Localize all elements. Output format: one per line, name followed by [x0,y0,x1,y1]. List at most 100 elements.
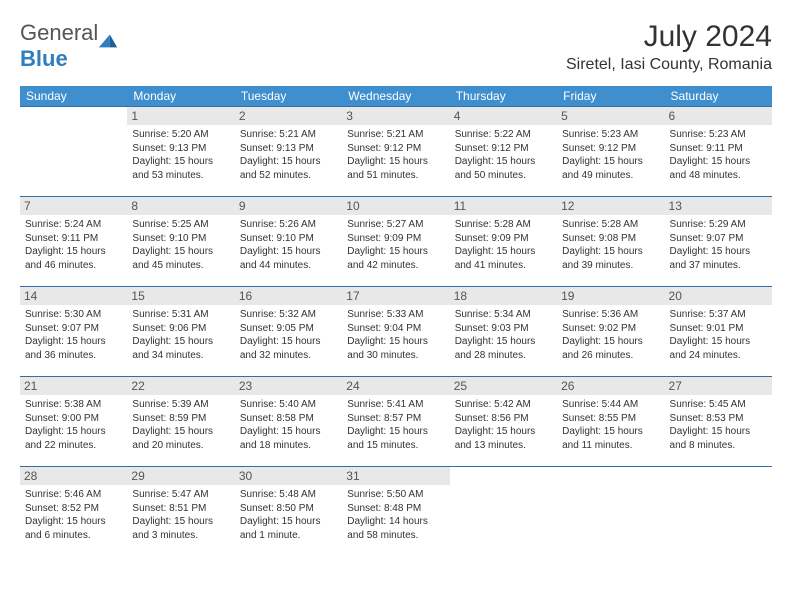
day-info: Sunrise: 5:31 AMSunset: 9:06 PMDaylight:… [132,308,229,362]
day-number: 2 [235,107,342,125]
location: Siretel, Iasi County, Romania [566,56,772,74]
header: General Blue July 2024 Siretel, Iasi Cou… [20,20,772,74]
day-number: 31 [342,467,449,485]
calendar-cell: 14 Sunrise: 5:30 AMSunset: 9:07 PMDayligh… [20,287,127,377]
calendar-cell: 2 Sunrise: 5:21 AMSunset: 9:13 PMDaylight… [235,107,342,197]
day-number: 25 [450,377,557,395]
day-number: 14 [20,287,127,305]
day-info: Sunrise: 5:27 AMSunset: 9:09 PMDaylight:… [347,218,444,272]
day-number: 4 [450,107,557,125]
day-header: Monday [127,86,234,107]
day-info: Sunrise: 5:37 AMSunset: 9:01 PMDaylight:… [670,308,767,362]
day-info: Sunrise: 5:24 AMSunset: 9:11 PMDaylight:… [25,218,122,272]
calendar-cell: 13 Sunrise: 5:29 AMSunset: 9:07 PMDayligh… [665,197,772,287]
day-info: Sunrise: 5:25 AMSunset: 9:10 PMDaylight:… [132,218,229,272]
calendar-cell-empty [665,467,772,557]
day-number: 11 [450,197,557,215]
day-info: Sunrise: 5:36 AMSunset: 9:02 PMDaylight:… [562,308,659,362]
day-header: Wednesday [342,86,449,107]
day-info: Sunrise: 5:33 AMSunset: 9:04 PMDaylight:… [347,308,444,362]
day-info: Sunrise: 5:23 AMSunset: 9:11 PMDaylight:… [670,128,767,182]
day-number: 1 [127,107,234,125]
day-info: Sunrise: 5:34 AMSunset: 9:03 PMDaylight:… [455,308,552,362]
day-info: Sunrise: 5:21 AMSunset: 9:13 PMDaylight:… [240,128,337,182]
day-info: Sunrise: 5:30 AMSunset: 9:07 PMDaylight:… [25,308,122,362]
day-number: 17 [342,287,449,305]
day-info: Sunrise: 5:45 AMSunset: 8:53 PMDaylight:… [670,398,767,452]
calendar-cell: 22Sunrise: 5:39 AMSunset: 8:59 PMDayligh… [127,377,234,467]
day-info: Sunrise: 5:44 AMSunset: 8:55 PMDaylight:… [562,398,659,452]
day-info: Sunrise: 5:32 AMSunset: 9:05 PMDaylight:… [240,308,337,362]
day-number: 22 [127,377,234,395]
day-info: Sunrise: 5:26 AMSunset: 9:10 PMDaylight:… [240,218,337,272]
day-number: 29 [127,467,234,485]
day-number: 16 [235,287,342,305]
day-info: Sunrise: 5:40 AMSunset: 8:58 PMDaylight:… [240,398,337,452]
day-info: Sunrise: 5:46 AMSunset: 8:52 PMDaylight:… [25,488,122,542]
day-info: Sunrise: 5:42 AMSunset: 8:56 PMDaylight:… [455,398,552,452]
day-number: 24 [342,377,449,395]
day-header: Sunday [20,86,127,107]
calendar-cell: 7 Sunrise: 5:24 AMSunset: 9:11 PMDaylight… [20,197,127,287]
day-info: Sunrise: 5:28 AMSunset: 9:08 PMDaylight:… [562,218,659,272]
calendar-cell: 31 Sunrise: 5:50 AMSunset: 8:48 PMDayligh… [342,467,449,557]
calendar-cell: 27 Sunrise: 5:45 AMSunset: 8:53 PMDayligh… [665,377,772,467]
day-info: Sunrise: 5:47 AMSunset: 8:51 PMDaylight:… [132,488,229,542]
calendar-cell-empty [20,107,127,197]
calendar-cell: 17 Sunrise: 5:33 AMSunset: 9:04 PMDayligh… [342,287,449,377]
month-title: July 2024 [566,20,772,54]
day-number: 13 [665,197,772,215]
day-number: 28 [20,467,127,485]
logo: General Blue [20,20,122,72]
calendar-body: 1 Sunrise: 5:20 AMSunset: 9:13 PMDaylight… [20,107,772,557]
calendar-cell: 11 Sunrise: 5:28 AMSunset: 9:09 PMDayligh… [450,197,557,287]
calendar-cell: 9 Sunrise: 5:26 AMSunset: 9:10 PMDaylight… [235,197,342,287]
calendar-cell: 19 Sunrise: 5:36 AMSunset: 9:02 PMDayligh… [557,287,664,377]
day-number: 6 [665,107,772,125]
calendar-cell: 30Sunrise: 5:48 AMSunset: 8:50 PMDayligh… [235,467,342,557]
day-number: 7 [20,197,127,215]
logo-text-blue: Blue [20,46,68,71]
calendar-cell: 26 Sunrise: 5:44 AMSunset: 8:55 PMDayligh… [557,377,664,467]
day-header: Tuesday [235,86,342,107]
calendar-cell: 5 Sunrise: 5:23 AMSunset: 9:12 PMDaylight… [557,107,664,197]
day-number: 9 [235,197,342,215]
day-header: Saturday [665,86,772,107]
calendar-cell: 8Sunrise: 5:25 AMSunset: 9:10 PMDaylight… [127,197,234,287]
calendar-row: 14 Sunrise: 5:30 AMSunset: 9:07 PMDayligh… [20,287,772,377]
calendar-cell: 23 Sunrise: 5:40 AMSunset: 8:58 PMDayligh… [235,377,342,467]
day-number: 12 [557,197,664,215]
day-info: Sunrise: 5:22 AMSunset: 9:12 PMDaylight:… [455,128,552,182]
calendar-cell: 28 Sunrise: 5:46 AMSunset: 8:52 PMDayligh… [20,467,127,557]
calendar-cell: 29 Sunrise: 5:47 AMSunset: 8:51 PMDayligh… [127,467,234,557]
calendar-cell: 15Sunrise: 5:31 AMSunset: 9:06 PMDayligh… [127,287,234,377]
day-number: 23 [235,377,342,395]
day-info: Sunrise: 5:29 AMSunset: 9:07 PMDaylight:… [670,218,767,272]
calendar-cell: 4 Sunrise: 5:22 AMSunset: 9:12 PMDaylight… [450,107,557,197]
calendar-cell: 12 Sunrise: 5:28 AMSunset: 9:08 PMDayligh… [557,197,664,287]
day-number: 5 [557,107,664,125]
calendar-cell: 1 Sunrise: 5:20 AMSunset: 9:13 PMDaylight… [127,107,234,197]
calendar-cell-empty [557,467,664,557]
calendar-cell: 20 Sunrise: 5:37 AMSunset: 9:01 PMDayligh… [665,287,772,377]
day-info: Sunrise: 5:20 AMSunset: 9:13 PMDaylight:… [132,128,229,182]
day-number: 27 [665,377,772,395]
day-info: Sunrise: 5:28 AMSunset: 9:09 PMDaylight:… [455,218,552,272]
day-info: Sunrise: 5:50 AMSunset: 8:48 PMDaylight:… [347,488,444,542]
calendar-cell: 3Sunrise: 5:21 AMSunset: 9:12 PMDaylight… [342,107,449,197]
calendar-cell: 24Sunrise: 5:41 AMSunset: 8:57 PMDayligh… [342,377,449,467]
title-block: July 2024 Siretel, Iasi County, Romania [566,20,772,74]
day-info: Sunrise: 5:23 AMSunset: 9:12 PMDaylight:… [562,128,659,182]
day-number: 10 [342,197,449,215]
day-number: 26 [557,377,664,395]
logo-text-general: General [20,20,98,45]
calendar-cell: 6 Sunrise: 5:23 AMSunset: 9:11 PMDaylight… [665,107,772,197]
calendar-cell: 18Sunrise: 5:34 AMSunset: 9:03 PMDayligh… [450,287,557,377]
day-info: Sunrise: 5:21 AMSunset: 9:12 PMDaylight:… [347,128,444,182]
day-header: Thursday [450,86,557,107]
day-number: 20 [665,287,772,305]
calendar-cell: 25 Sunrise: 5:42 AMSunset: 8:56 PMDayligh… [450,377,557,467]
calendar-cell-empty [450,467,557,557]
day-number: 19 [557,287,664,305]
day-info: Sunrise: 5:48 AMSunset: 8:50 PMDaylight:… [240,488,337,542]
